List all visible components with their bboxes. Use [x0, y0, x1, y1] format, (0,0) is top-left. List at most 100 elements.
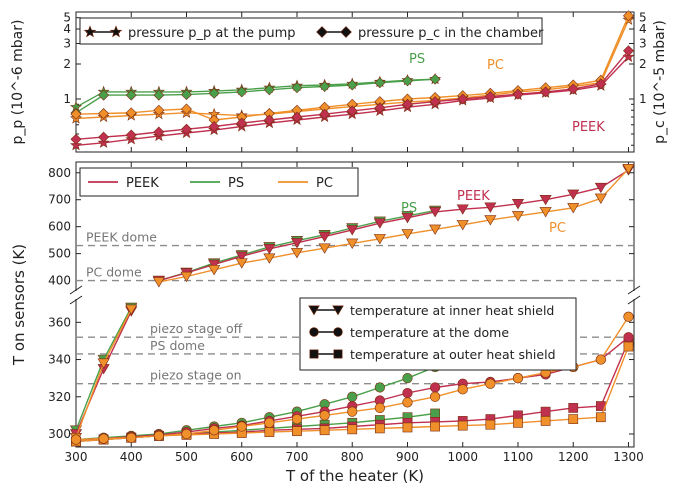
data-point — [347, 391, 358, 402]
data-point — [70, 108, 82, 120]
data-point — [485, 378, 496, 389]
series-label-ps: PS — [401, 201, 417, 216]
data-point — [181, 428, 192, 440]
y-tick-label-left: 2 — [63, 57, 71, 71]
data-point — [319, 108, 331, 120]
data-point — [153, 89, 165, 101]
data-point — [512, 88, 524, 100]
data-point — [346, 105, 358, 117]
data-point — [429, 224, 442, 235]
data-point — [98, 89, 110, 101]
data-point — [540, 86, 552, 98]
data-point — [346, 79, 358, 91]
x-tick-label: 1100 — [503, 450, 534, 464]
data-point — [98, 433, 109, 444]
y-tick-label-left: 4 — [63, 22, 71, 36]
data-point — [457, 93, 469, 105]
y-tick-label: 320 — [48, 390, 71, 404]
temperature-plot-frame — [75, 161, 635, 448]
data-point — [430, 421, 440, 432]
legend-label-marker: temperature at outer heat shield — [350, 347, 556, 362]
triangle-down-icon — [308, 305, 320, 316]
data-point — [126, 432, 137, 443]
data-point — [97, 358, 110, 369]
data-point — [318, 231, 331, 243]
data-point — [595, 78, 607, 90]
data-point — [374, 77, 386, 89]
marker-legend: temperature at inner heat shield temperat… — [299, 297, 577, 371]
legend-label-marker: temperature at the dome — [350, 325, 509, 340]
triangle-down-icon — [332, 305, 344, 316]
reference-line-label: PC dome — [86, 265, 142, 280]
legend-box — [299, 297, 577, 371]
reference-line-label: piezo stage on — [150, 368, 242, 383]
data-point — [292, 426, 302, 437]
data-point — [264, 427, 275, 437]
data-point — [373, 234, 386, 245]
data-point — [623, 332, 634, 343]
y-tick-label: 340 — [48, 353, 71, 367]
legend-label-peek: PEEK — [126, 176, 159, 191]
y-tick-label: 600 — [48, 220, 71, 234]
data-point — [347, 424, 358, 435]
y-tick-label-left: 5 — [63, 11, 71, 25]
data-point — [208, 87, 220, 99]
data-point — [319, 425, 330, 436]
data-point — [429, 73, 441, 85]
data-point — [347, 406, 358, 417]
y-tick-label-right: 2 — [639, 57, 647, 71]
data-point — [263, 253, 276, 264]
circle-icon — [333, 327, 343, 337]
data-point — [539, 195, 552, 206]
series-label-pc: PC — [549, 221, 566, 236]
data-point — [402, 98, 413, 110]
data-point — [209, 425, 220, 436]
data-point — [402, 373, 413, 384]
legend-label-ps: PS — [228, 176, 244, 191]
data-point — [291, 111, 303, 123]
data-point — [401, 213, 414, 224]
legend-label-marker: temperature at inner heat shield — [350, 303, 554, 318]
data-point — [595, 412, 606, 423]
diamond-icon — [316, 26, 328, 38]
legend-label-pc: PC — [316, 176, 333, 191]
data-point — [568, 403, 579, 413]
data-point — [484, 215, 497, 226]
data-point — [290, 238, 304, 249]
series-label-ps: PS — [409, 52, 425, 67]
data-point — [208, 265, 221, 276]
pressure-plot-frame — [75, 11, 635, 153]
data-point — [373, 218, 386, 229]
x-tick-label: 700 — [286, 450, 309, 464]
data-point — [374, 102, 386, 114]
y-tick-label: 300 — [48, 427, 71, 441]
data-point — [70, 133, 82, 145]
data-point — [402, 75, 413, 87]
x-tick-label: 300 — [65, 450, 88, 464]
data-point — [153, 126, 165, 138]
data-point — [567, 83, 579, 95]
data-point — [236, 117, 248, 129]
data-point — [263, 244, 276, 255]
data-point — [98, 131, 110, 143]
data-point — [70, 434, 82, 445]
data-point — [484, 202, 497, 213]
data-point — [539, 207, 552, 218]
y-tick-label: 800 — [48, 166, 71, 180]
data-point — [153, 430, 164, 441]
y-tick-label-left: 3 — [63, 37, 71, 51]
data-point — [402, 422, 413, 433]
data-point — [290, 248, 304, 259]
x-tick-label: 900 — [396, 450, 419, 464]
data-point — [125, 107, 137, 119]
y-tick-label-right: 3 — [639, 37, 647, 51]
pressure-legend: pressure p_p at the pump pressure p_c in … — [79, 17, 544, 45]
data-point — [98, 108, 110, 119]
y-tick-label-left: 1 — [63, 92, 71, 106]
data-point — [567, 189, 580, 200]
data-point — [319, 410, 330, 421]
data-point — [263, 84, 275, 96]
reference-line-label: PS dome — [150, 338, 205, 353]
x-tick-label: 600 — [230, 450, 253, 464]
